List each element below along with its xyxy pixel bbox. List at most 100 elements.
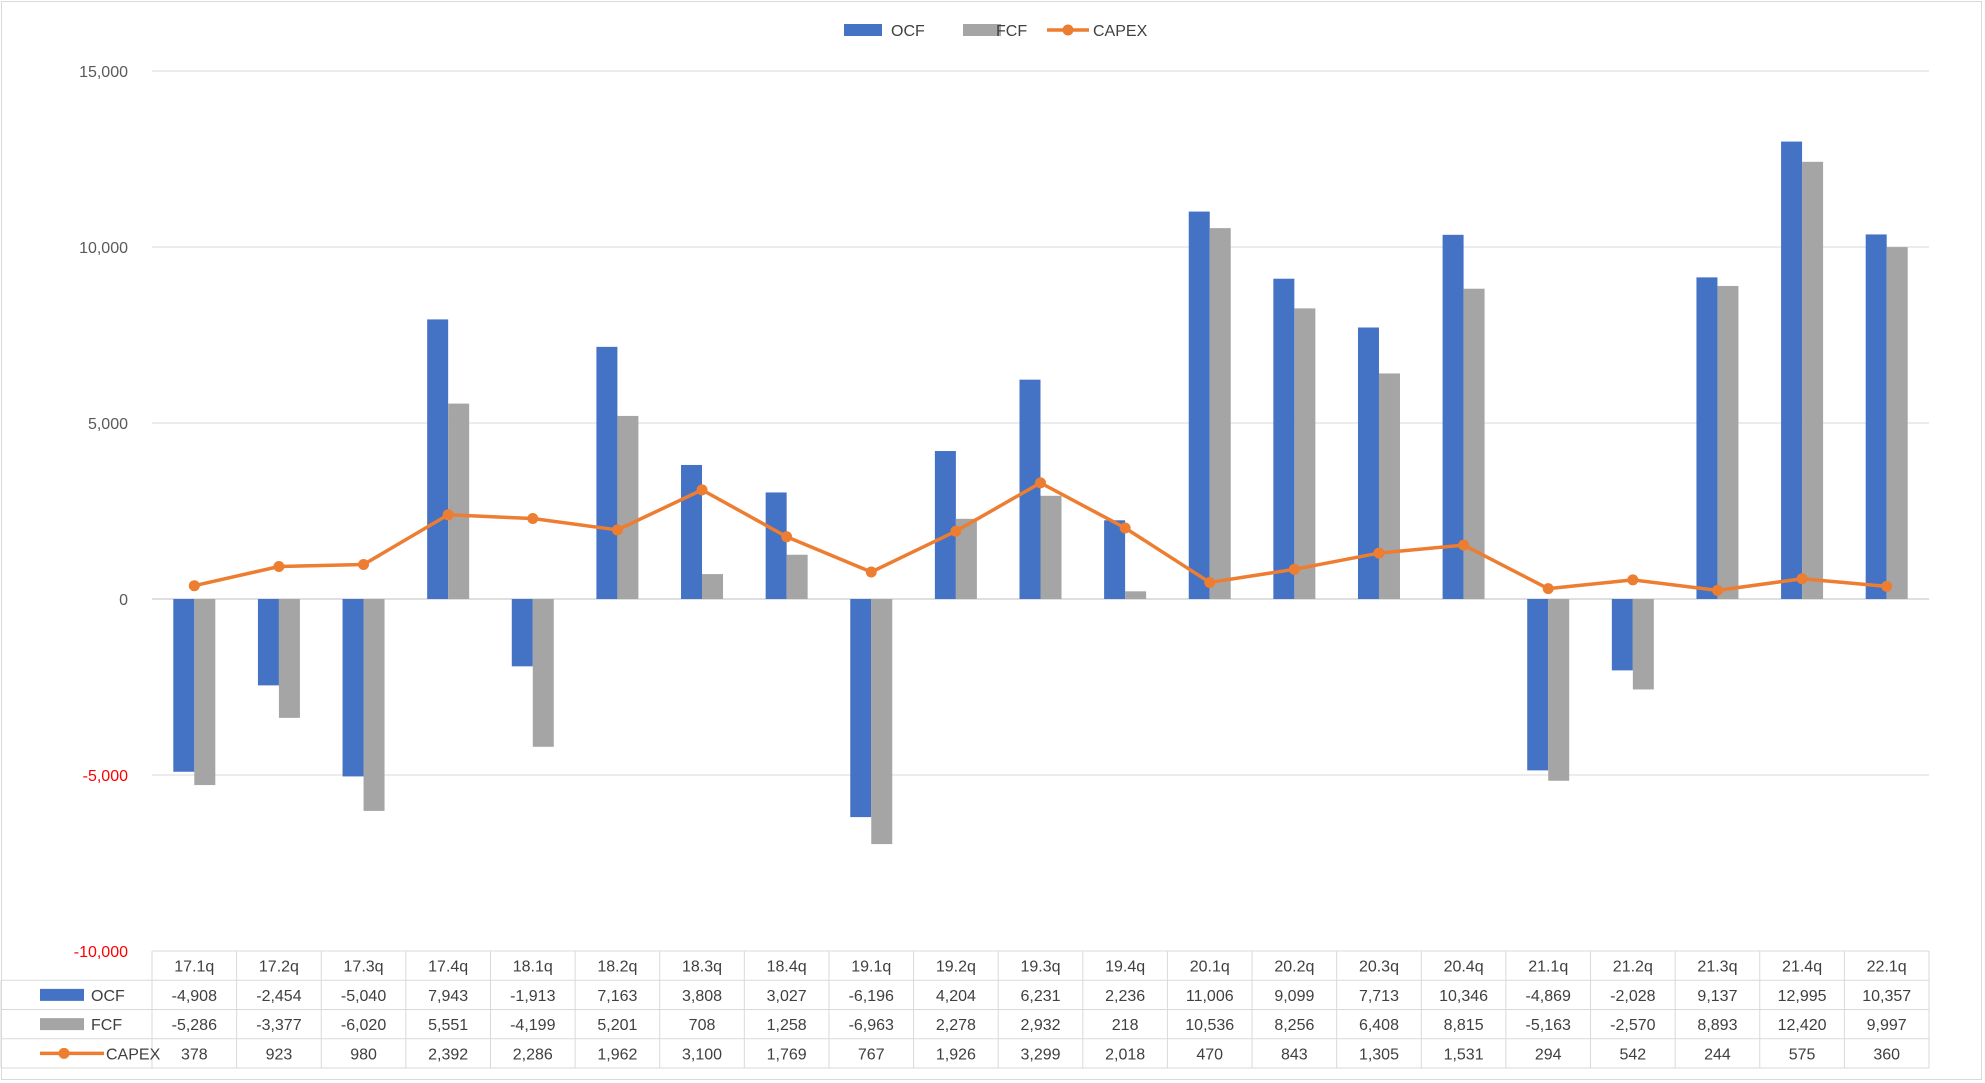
fcf-table-value: 12,420 bbox=[1778, 1017, 1827, 1034]
fcf-bar bbox=[871, 599, 893, 845]
capex-point bbox=[865, 566, 877, 578]
ocf-table-value: 12,995 bbox=[1778, 988, 1827, 1005]
fcf-table-value: 6,408 bbox=[1359, 1017, 1399, 1034]
legend: OCF FCF CAPEX bbox=[844, 23, 1148, 40]
capex-table-value: 3,299 bbox=[1020, 1046, 1060, 1063]
capex-table-value: 470 bbox=[1196, 1046, 1223, 1063]
ocf-bar bbox=[342, 599, 364, 777]
ocf-table-value: -5,040 bbox=[341, 988, 386, 1005]
ocf-legend-swatch bbox=[844, 24, 882, 36]
capex-table-value: 980 bbox=[350, 1046, 377, 1063]
capex-point bbox=[273, 561, 285, 573]
capex-table-value: 1,769 bbox=[767, 1046, 807, 1063]
capex-table-value: 923 bbox=[266, 1046, 293, 1063]
y-tick-label: -5,000 bbox=[83, 768, 128, 785]
x-category-label: 20.2q bbox=[1274, 959, 1314, 976]
capex-table-value: 360 bbox=[1873, 1046, 1900, 1063]
ocf-table-value: 4,204 bbox=[936, 988, 976, 1005]
ocf-bar bbox=[1273, 278, 1295, 599]
x-category-label: 17.3q bbox=[344, 959, 384, 976]
ocf-table-value: 7,163 bbox=[597, 988, 637, 1005]
ocf-table-value: -1,913 bbox=[510, 988, 555, 1005]
ocf-table-value: -4,869 bbox=[1526, 988, 1571, 1005]
capex-point bbox=[1458, 539, 1470, 551]
capex-point bbox=[781, 531, 793, 543]
capex-table-value: 1,926 bbox=[936, 1046, 976, 1063]
capex-point bbox=[1627, 574, 1639, 586]
fcf-table-value: -2,570 bbox=[1610, 1017, 1655, 1034]
capex-table-value: 1,305 bbox=[1359, 1046, 1399, 1063]
x-category-label: 17.4q bbox=[428, 959, 468, 976]
capex-table-value: 2,018 bbox=[1105, 1046, 1145, 1063]
ocf-bar bbox=[934, 451, 956, 599]
ocf-table-row-label: OCF bbox=[91, 988, 125, 1005]
fcf-bar bbox=[1040, 495, 1062, 599]
capex-table-key-marker bbox=[58, 1047, 70, 1059]
ocf-table-value: 3,808 bbox=[682, 988, 722, 1005]
x-category-label: 19.2q bbox=[936, 959, 976, 976]
fcf-table-value: 10,536 bbox=[1185, 1017, 1234, 1034]
fcf-bar bbox=[1886, 247, 1908, 600]
ocf-bar bbox=[765, 492, 787, 599]
capex-legend-marker bbox=[1062, 24, 1074, 36]
capex-table-row-label: CAPEX bbox=[106, 1046, 161, 1063]
ocf-bar bbox=[511, 599, 533, 667]
x-category-label: 22.1q bbox=[1867, 959, 1907, 976]
fcf-bar bbox=[1378, 373, 1400, 599]
fcf-bar bbox=[1717, 285, 1739, 599]
ocf-table-value: 7,713 bbox=[1359, 988, 1399, 1005]
fcf-table-value: 2,932 bbox=[1020, 1017, 1060, 1034]
fcf-table-value: -6,963 bbox=[849, 1017, 894, 1034]
fcf-bar bbox=[786, 554, 808, 599]
y-tick-label: 10,000 bbox=[79, 240, 128, 257]
capex-table-value: 1,531 bbox=[1444, 1046, 1484, 1063]
capex-point bbox=[1373, 547, 1385, 559]
y-tick-label: 0 bbox=[119, 592, 128, 609]
capex-legend-label: CAPEX bbox=[1093, 23, 1148, 40]
ocf-bar bbox=[1781, 141, 1803, 600]
fcf-table-value: 9,997 bbox=[1867, 1017, 1907, 1034]
ocf-table-value: 2,236 bbox=[1105, 988, 1145, 1005]
capex-point bbox=[611, 524, 623, 536]
fcf-bar bbox=[532, 599, 554, 747]
fcf-table-value: 2,278 bbox=[936, 1017, 976, 1034]
capex-point bbox=[696, 484, 708, 496]
x-category-label: 17.1q bbox=[174, 959, 214, 976]
ocf-table-value: 6,231 bbox=[1020, 988, 1060, 1005]
x-category-label: 19.3q bbox=[1020, 959, 1060, 976]
x-category-label: 18.3q bbox=[682, 959, 722, 976]
ocf-bar bbox=[427, 319, 449, 599]
fcf-bar bbox=[1802, 161, 1824, 600]
fcf-bar bbox=[1632, 599, 1654, 690]
fcf-table-row-label: FCF bbox=[91, 1017, 122, 1034]
capex-point bbox=[1796, 573, 1808, 585]
ocf-table-value: 9,099 bbox=[1274, 988, 1314, 1005]
capex-table-value: 1,962 bbox=[597, 1046, 637, 1063]
ocf-bar bbox=[173, 599, 195, 772]
ocf-bar bbox=[1865, 234, 1887, 599]
x-category-label: 19.4q bbox=[1105, 959, 1145, 976]
fcf-bar bbox=[1125, 591, 1147, 599]
ocf-bar bbox=[1357, 327, 1379, 599]
fcf-bar bbox=[1294, 308, 1316, 599]
capex-table-value: 3,100 bbox=[682, 1046, 722, 1063]
fcf-table-value: 8,893 bbox=[1697, 1017, 1737, 1034]
x-category-label: 20.3q bbox=[1359, 959, 1399, 976]
capex-table-value: 767 bbox=[858, 1046, 885, 1063]
x-category-label: 19.1q bbox=[851, 959, 891, 976]
fcf-table-value: -6,020 bbox=[341, 1017, 386, 1034]
capex-point bbox=[1035, 477, 1046, 489]
fcf-table-value: -3,377 bbox=[256, 1017, 301, 1034]
y-tick-label: -10,000 bbox=[74, 944, 128, 961]
ocf-table-value: 3,027 bbox=[767, 988, 807, 1005]
x-category-label: 21.2q bbox=[1613, 959, 1653, 976]
x-category-label: 17.2q bbox=[259, 959, 299, 976]
ocf-table-value: 11,006 bbox=[1186, 988, 1234, 1005]
capex-table-value: 2,286 bbox=[513, 1046, 553, 1063]
ocf-bar bbox=[1527, 599, 1549, 771]
fcf-table-value: -5,163 bbox=[1526, 1017, 1571, 1034]
capex-point bbox=[527, 513, 539, 525]
ocf-bar bbox=[257, 599, 279, 686]
ocf-bar bbox=[850, 599, 872, 818]
